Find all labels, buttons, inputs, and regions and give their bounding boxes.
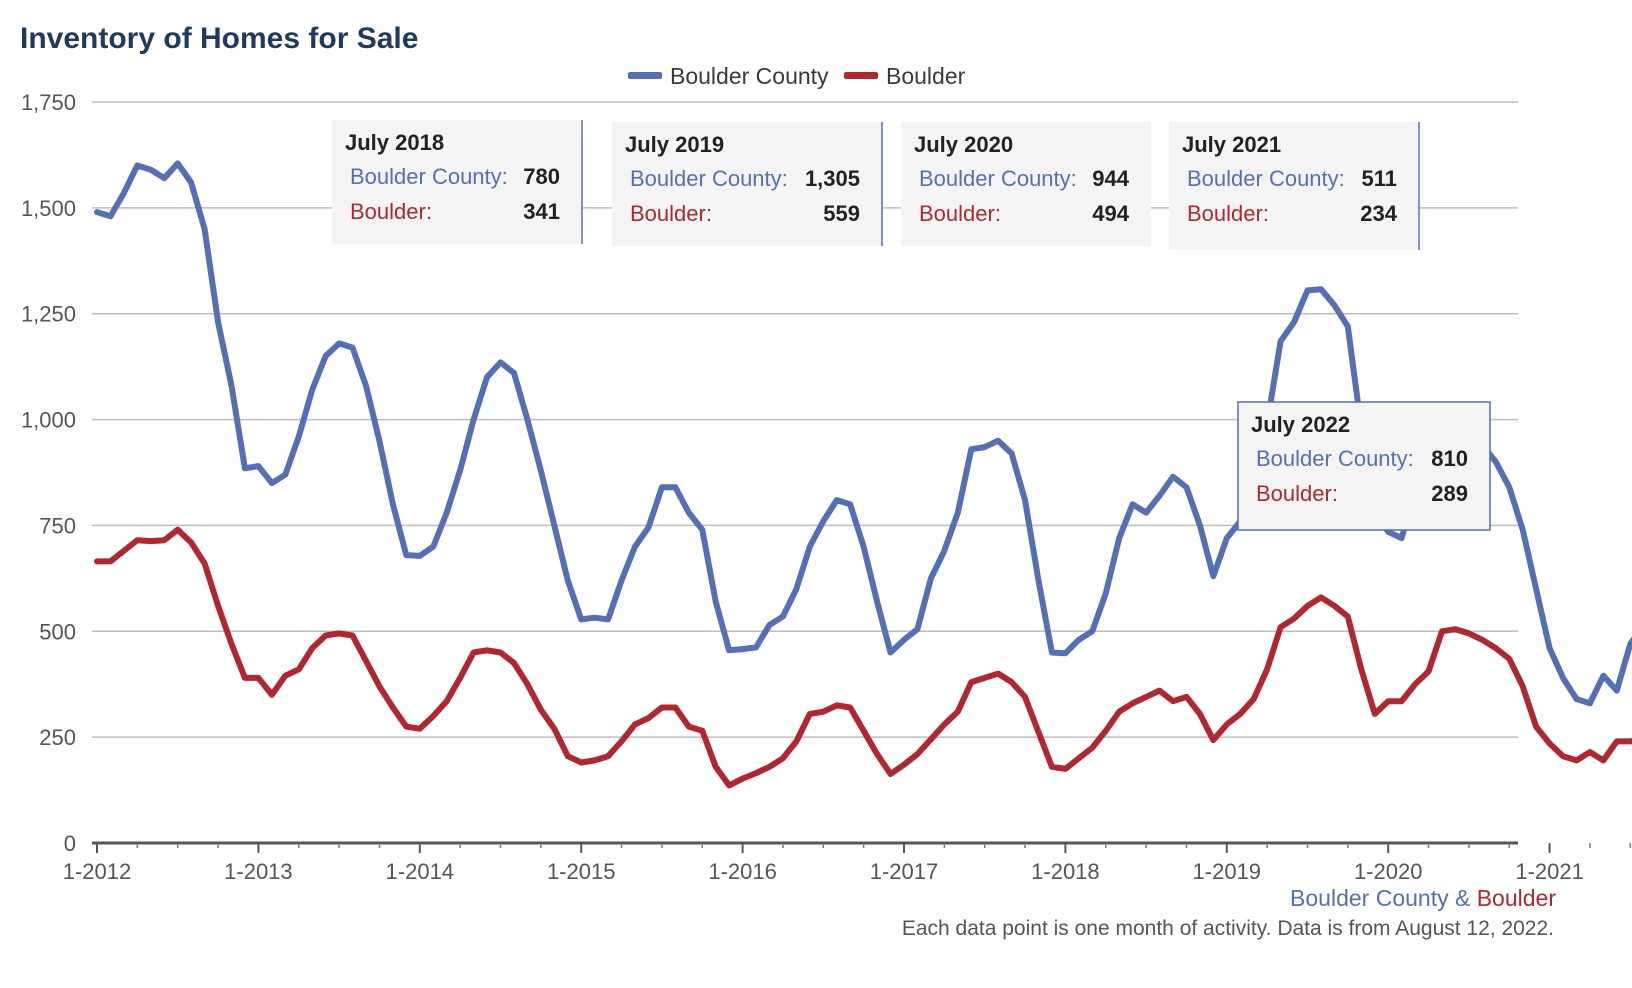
tooltip-july-2019: July 2019 Boulder County: 1,305 Boulder: 559 [612,122,883,246]
series-lines [94,160,1632,807]
series-line-boulder-county[interactable] [94,160,1632,770]
legend-item-boulder-county[interactable]: Boulder County [628,63,829,89]
tooltip-box [1237,401,1491,531]
x-tick-label: 1-2013 [224,859,293,884]
tooltip-county-label: Boulder County: [1256,446,1414,471]
tooltip-title: July 2019 [625,132,724,157]
x-tick-label: 1-2015 [547,859,616,884]
y-tick-label: 1,000 [21,408,76,433]
tooltip-city-value: 289 [1431,481,1468,506]
tooltip-county-value: 944 [1092,166,1129,191]
x-tick-label: 1-2021 [1515,859,1584,884]
tooltip-july-2022: July 2022 Boulder County: 810 Boulder: 289 [1237,401,1491,531]
x-tick-label: 1-2018 [1031,859,1100,884]
footer-note: Each data point is one month of activity… [902,917,1554,940]
x-tick-label: 1-2019 [1193,859,1262,884]
y-tick-label: 1,750 [21,90,76,115]
tooltip-box [332,120,582,244]
tooltip-county-label: Boulder County: [350,164,508,189]
legend-swatch-boulder [844,72,878,79]
tooltip-county-label: Boulder County: [919,166,1077,191]
footer-series-city: Boulder [1477,885,1557,911]
footer-series-amp: & [1449,885,1477,911]
tooltip-county-label: Boulder County: [1187,166,1345,191]
tooltip-county-value: 1,305 [805,166,860,191]
tooltip-title: July 2020 [914,132,1013,157]
legend-item-boulder[interactable]: Boulder [844,63,966,89]
tooltip-city-label: Boulder: [630,201,712,226]
tooltip-county-value: 511 [1362,166,1398,191]
y-tick-label: 0 [64,831,76,856]
tooltip-title: July 2022 [1251,412,1350,437]
x-tick-label: 1-2014 [386,859,455,884]
y-tick-label: 1,500 [21,196,76,221]
tooltip-title: July 2021 [1182,132,1281,157]
tooltip-county-value: 780 [523,164,560,189]
tooltip-city-label: Boulder: [919,201,1001,226]
tooltip-city-label: Boulder: [1256,481,1338,506]
legend-swatch-boulder-county [628,72,662,79]
x-axis: 1-2012 1-2013 1-2014 1-2015 1-2016 1-2017 1-20… [63,841,1632,884]
tooltip-county-value: 810 [1431,446,1468,471]
series-line-boulder[interactable] [94,526,1632,807]
tooltip-city-value: 234 [1360,201,1397,226]
tooltip-july-2020: July 2020 Boulder County: 944 Boulder: 494 [901,122,1151,246]
legend-label-boulder: Boulder [886,63,966,89]
tooltip-july-2018: July 2018 Boulder County: 780 Boulder: 341 [332,120,583,244]
x-tick-label: 1-2020 [1354,859,1423,884]
tooltip-box [1169,122,1419,250]
tooltip-july-2021: July 2021 Boulder County: 511 Boulder: 234 [1169,122,1420,250]
tooltip-title: July 2018 [345,130,444,155]
footer-series-county: Boulder County [1290,885,1449,911]
tooltip-county-label: Boulder County: [630,166,788,191]
y-tick-label: 250 [39,725,76,750]
footer: Boulder County & Boulder Each data point… [902,885,1556,940]
tooltip-city-value: 559 [823,201,860,226]
y-tick-label: 750 [39,513,76,538]
x-tick-label: 1-2017 [870,859,939,884]
tooltip-box [901,122,1151,246]
footer-series-label: Boulder County & Boulder [1290,885,1556,911]
y-tick-label: 500 [39,619,76,644]
tooltip-city-value: 494 [1092,201,1129,226]
x-tick-label: 1-2012 [63,859,132,884]
tooltip-city-label: Boulder: [350,199,432,224]
x-tick-label: 1-2016 [708,859,777,884]
tooltip-city-value: 341 [523,199,560,224]
tooltip-city-label: Boulder: [1187,201,1269,226]
y-axis-ticks: 0 250 500 750 1,000 1,250 1,500 1,750 [21,90,76,856]
tooltip-box [612,122,882,246]
chart-title: Inventory of Homes for Sale [20,22,418,55]
y-tick-label: 1,250 [21,302,76,327]
legend: Boulder County Boulder [628,63,966,89]
legend-label-boulder-county: Boulder County [670,63,829,89]
